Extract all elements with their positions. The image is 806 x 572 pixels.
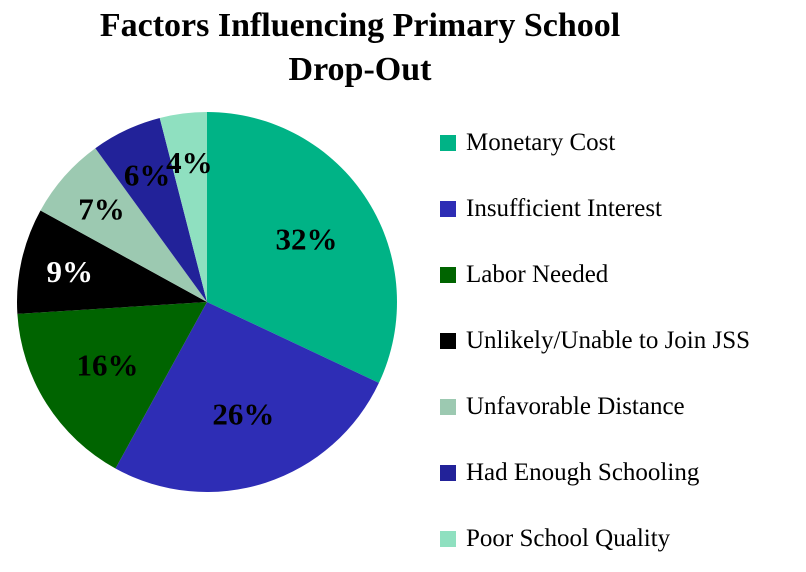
data-label-labor-needed: 16%: [77, 348, 139, 383]
legend-swatch: [440, 465, 456, 481]
legend-swatch: [440, 267, 456, 283]
legend-item-labor-needed: Labor Needed: [440, 242, 750, 308]
pie-slice-monetary-cost: [207, 112, 397, 383]
pie-slice-poor-school-quality: [159, 112, 207, 302]
chart-title-line-1: Factors Influencing Primary School: [99, 7, 621, 44]
legend-label: Unlikely/Unable to Join JSS: [466, 327, 751, 354]
legend-label: Had Enough Schooling: [466, 459, 700, 486]
legend-label: Insufficient Interest: [466, 195, 662, 222]
pie-slice-insufficient-interest: [115, 302, 379, 493]
legend-item-had-enough-schooling: Had Enough Schooling: [440, 440, 750, 506]
legend-item-monetary-cost: Monetary Cost: [440, 110, 750, 176]
legend-item-insufficient-interest: Insufficient Interest: [440, 176, 750, 242]
legend-item-unfavorable-distance: Unfavorable Distance: [440, 374, 750, 440]
legend-swatch: [440, 531, 456, 547]
pie-slice-had-enough-schooling: [95, 117, 207, 302]
legend-label: Poor School Quality: [466, 525, 671, 552]
legend-label: Labor Needed: [466, 261, 609, 288]
pie-slice-unfavorable-distance: [40, 148, 207, 302]
legend-swatch: [440, 201, 456, 217]
pie-chart: 32% 26% 16% 9% 7%6%4%: [17, 112, 397, 493]
legend-label: Monetary Cost: [466, 129, 616, 156]
pie-slice-labor-needed: [17, 302, 207, 469]
data-label-poor-school-quality: 4%: [166, 145, 213, 180]
data-label-monetary-cost: 32%: [276, 221, 338, 256]
legend-swatch: [440, 135, 456, 151]
data-label-unfavorable-distance: 7%: [78, 192, 125, 227]
pie-slice-unlikely-unable-to-join-jss: [17, 210, 207, 314]
data-label-had-enough-schooling: 6%: [124, 157, 171, 192]
legend-swatch: [440, 333, 456, 349]
data-label-insufficient-interest: 26%: [212, 397, 274, 432]
legend-item-poor-school-quality: Poor School Quality: [440, 506, 750, 572]
chart-title-line-2: Drop-Out: [288, 51, 432, 88]
data-label-unlikely-unable-to-join-jss: 9%: [47, 254, 94, 289]
legend-label: Unfavorable Distance: [466, 393, 685, 420]
chart-title: Factors Influencing Primary School Drop-…: [0, 4, 720, 92]
legend-item-unlikely-unable-to-join-jss: Unlikely/Unable to Join JSS: [440, 308, 750, 374]
legend: Monetary Cost Insufficient Interest Labo…: [440, 110, 750, 572]
legend-swatch: [440, 399, 456, 415]
